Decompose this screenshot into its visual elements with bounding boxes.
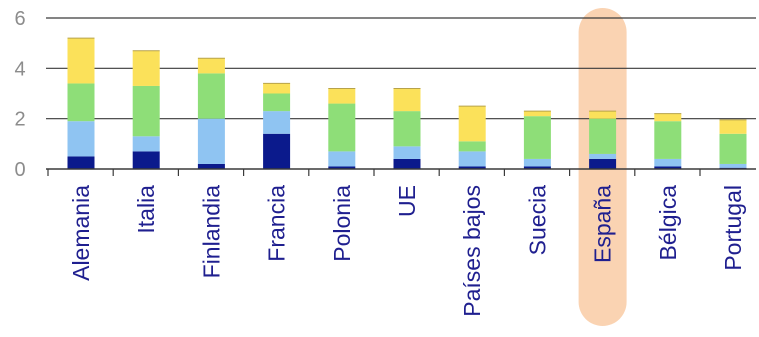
x-category-label: Polonia — [329, 185, 355, 262]
bar-stack — [197, 57, 225, 169]
x-category-labels: Alemania Italia Finlandia Francia Polonia UE P… — [47, 169, 746, 317]
bar-segment — [654, 113, 682, 122]
bar-segment — [458, 141, 486, 152]
bar-segment — [589, 111, 617, 119]
bars — [67, 37, 747, 169]
bar-segment — [132, 136, 160, 152]
bar-stack — [589, 110, 617, 169]
x-category-label: España — [590, 185, 616, 263]
bar-stack — [263, 82, 291, 169]
bar-segment — [393, 88, 421, 112]
bar-segment — [719, 119, 747, 134]
bar-segment — [67, 156, 95, 169]
bar-segment — [67, 38, 95, 84]
x-category-label: Bélgica — [655, 185, 681, 261]
bar-segment — [393, 146, 421, 159]
x-category-label: Francia — [264, 185, 290, 262]
bar-segment — [132, 50, 160, 86]
bar-segment — [328, 151, 356, 167]
bar-segment — [197, 118, 225, 164]
bar-segment — [263, 133, 291, 169]
bar-segment — [719, 163, 747, 168]
bar-stack — [393, 87, 421, 169]
bar-segment — [132, 85, 160, 137]
bar-segment — [589, 118, 617, 154]
bar-segment — [654, 166, 682, 169]
bar-stack — [523, 110, 551, 169]
x-category-label: UE — [394, 185, 420, 217]
x-category-label: Finlandia — [198, 185, 224, 279]
y-tick-labels: 0 2 4 6 — [14, 8, 25, 181]
bar-segment — [328, 88, 356, 104]
bar-segment — [654, 158, 682, 167]
bar-segment — [589, 158, 617, 169]
bar-segment — [263, 111, 291, 134]
bar-segment — [523, 158, 551, 167]
bar-segment — [523, 116, 551, 159]
x-category-label: Países bajos — [459, 185, 485, 317]
bar-stack — [719, 119, 747, 169]
y-tick-label: 2 — [14, 109, 25, 131]
bar-segment — [197, 163, 225, 169]
bar-stack — [654, 113, 682, 169]
bar-segment — [263, 83, 291, 94]
x-category-label: Suecia — [524, 185, 550, 256]
bar-segment — [719, 133, 747, 164]
bar-segment — [458, 151, 486, 167]
bar-stack — [132, 50, 160, 169]
bar-segment — [328, 166, 356, 169]
bar-segment — [523, 111, 551, 117]
bar-segment — [132, 151, 160, 169]
bar-segment — [654, 121, 682, 159]
bar-segment — [393, 111, 421, 147]
bar-segment — [67, 83, 95, 122]
bar-segment — [328, 103, 356, 152]
x-category-label: Italia — [133, 185, 159, 234]
bar-segment — [197, 58, 225, 74]
x-category-label: Portugal — [720, 185, 746, 271]
bar-stack — [328, 87, 356, 169]
bar-segment — [263, 93, 291, 112]
bar-segment — [523, 166, 551, 169]
x-category-label: Alemania — [68, 185, 94, 281]
y-tick-label: 6 — [14, 8, 25, 30]
y-tick-label: 0 — [14, 159, 25, 181]
bar-stack — [458, 105, 486, 169]
bar-segment — [197, 73, 225, 119]
bar-segment — [458, 106, 486, 142]
bar-segment — [67, 121, 95, 157]
y-tick-label: 4 — [14, 58, 25, 80]
bar-segment — [458, 166, 486, 169]
bar-segment — [393, 158, 421, 169]
bar-stack — [67, 37, 95, 169]
bar-segment — [589, 153, 617, 159]
